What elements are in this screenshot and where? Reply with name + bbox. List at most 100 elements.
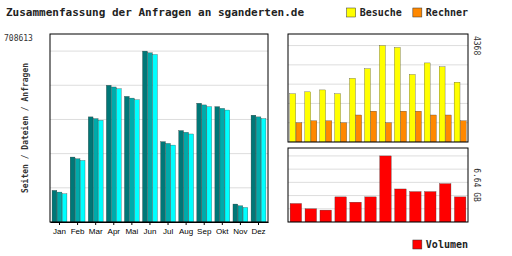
annotation: 4368 (472, 36, 481, 55)
series (52, 51, 256, 222)
grid-line (288, 155, 468, 156)
bar (395, 189, 406, 222)
bar (233, 204, 238, 222)
grid-line (50, 153, 268, 154)
bar (410, 192, 421, 222)
x-tick-mark (149, 222, 150, 225)
x-tick-mark (240, 222, 241, 225)
x-tick-mark (59, 222, 60, 225)
bar (161, 142, 166, 222)
bar (57, 192, 62, 222)
legend-label: Besuche (360, 7, 402, 18)
bar (189, 134, 194, 222)
y-axis-title: Seiten / Dateien / Anfragen (20, 63, 30, 193)
bar (52, 190, 57, 222)
annotation: 708613 (4, 34, 33, 43)
grid-line (50, 119, 268, 120)
panel (288, 34, 468, 142)
grid-line (288, 182, 468, 183)
bar (261, 119, 266, 222)
bar (296, 123, 302, 142)
bar (320, 210, 331, 222)
bar (439, 67, 445, 142)
bar (454, 197, 465, 222)
legend: RechnerBesuche (347, 7, 468, 18)
bars (52, 51, 266, 222)
bar (106, 85, 111, 222)
bar (380, 156, 391, 222)
grid-line (288, 169, 468, 170)
bar (386, 123, 392, 142)
bar (179, 131, 184, 222)
bar (460, 121, 466, 142)
legend-swatch (413, 240, 422, 249)
legend-swatch (413, 8, 422, 17)
grid (50, 51, 268, 222)
grid-line (288, 45, 468, 46)
x-tick: Jul (163, 222, 173, 236)
x-tick-label: Mar (89, 227, 103, 236)
x-tick: Jan (53, 222, 66, 236)
grid-line (288, 64, 468, 65)
legend-item: Besuche (347, 7, 402, 18)
x-tick-mark (258, 222, 259, 225)
bar (439, 184, 450, 222)
plot-frame (288, 148, 468, 222)
panel: JanFebMarAprMaiJunJulAugSepOktNovDez (50, 34, 269, 236)
bar (251, 115, 256, 222)
bar (80, 160, 85, 222)
bar (197, 103, 202, 222)
bar (454, 82, 460, 142)
series (290, 46, 460, 142)
x-tick: Sep (197, 222, 212, 236)
bar (148, 53, 153, 222)
bar (350, 202, 361, 222)
series (290, 156, 466, 222)
bar (98, 120, 103, 222)
x-axis: JanFebMarAprMaiJunJulAugSepOktNovDez (51, 222, 269, 236)
x-tick-label: Dez (251, 227, 265, 236)
legend: Volumen (413, 239, 468, 250)
x-tick-label: Apr (108, 227, 121, 236)
bar (171, 145, 176, 222)
x-tick: Mar (89, 222, 103, 236)
chart: JanFebMarAprMaiJunJulAugSepOktNovDezSeit… (0, 0, 512, 256)
bar (371, 111, 377, 142)
x-tick-mark (168, 222, 169, 225)
x-tick: Nov (233, 222, 247, 236)
legend-swatch (347, 8, 356, 17)
x-tick-label: Nov (233, 227, 247, 236)
bar (153, 55, 158, 222)
bar (116, 89, 121, 222)
bar (401, 111, 407, 142)
x-tick-mark (204, 222, 205, 225)
x-tick-mark (222, 222, 223, 225)
plot-frame (288, 34, 468, 142)
legend-label: Volumen (426, 239, 468, 250)
annotation: 6.64 GB (472, 168, 481, 202)
bar (350, 78, 356, 142)
bar (75, 159, 80, 222)
bar (379, 46, 385, 142)
bar (166, 143, 171, 222)
bar (305, 92, 311, 142)
grid (288, 46, 468, 142)
bar (335, 197, 346, 222)
bar (364, 69, 370, 142)
bars (290, 46, 466, 142)
bar (202, 105, 207, 222)
x-tick: Aug (179, 222, 193, 236)
bar (409, 75, 415, 143)
x-tick: Apr (108, 222, 121, 236)
bars (290, 156, 466, 222)
bar (135, 100, 140, 222)
bar (394, 48, 400, 143)
bar (184, 132, 189, 222)
bar (415, 111, 421, 142)
legend-item: Volumen (413, 239, 468, 250)
panel (288, 148, 468, 222)
bar (424, 63, 430, 142)
series (57, 53, 261, 222)
x-tick-label: Jul (163, 227, 173, 236)
x-tick: Jun (144, 222, 157, 236)
